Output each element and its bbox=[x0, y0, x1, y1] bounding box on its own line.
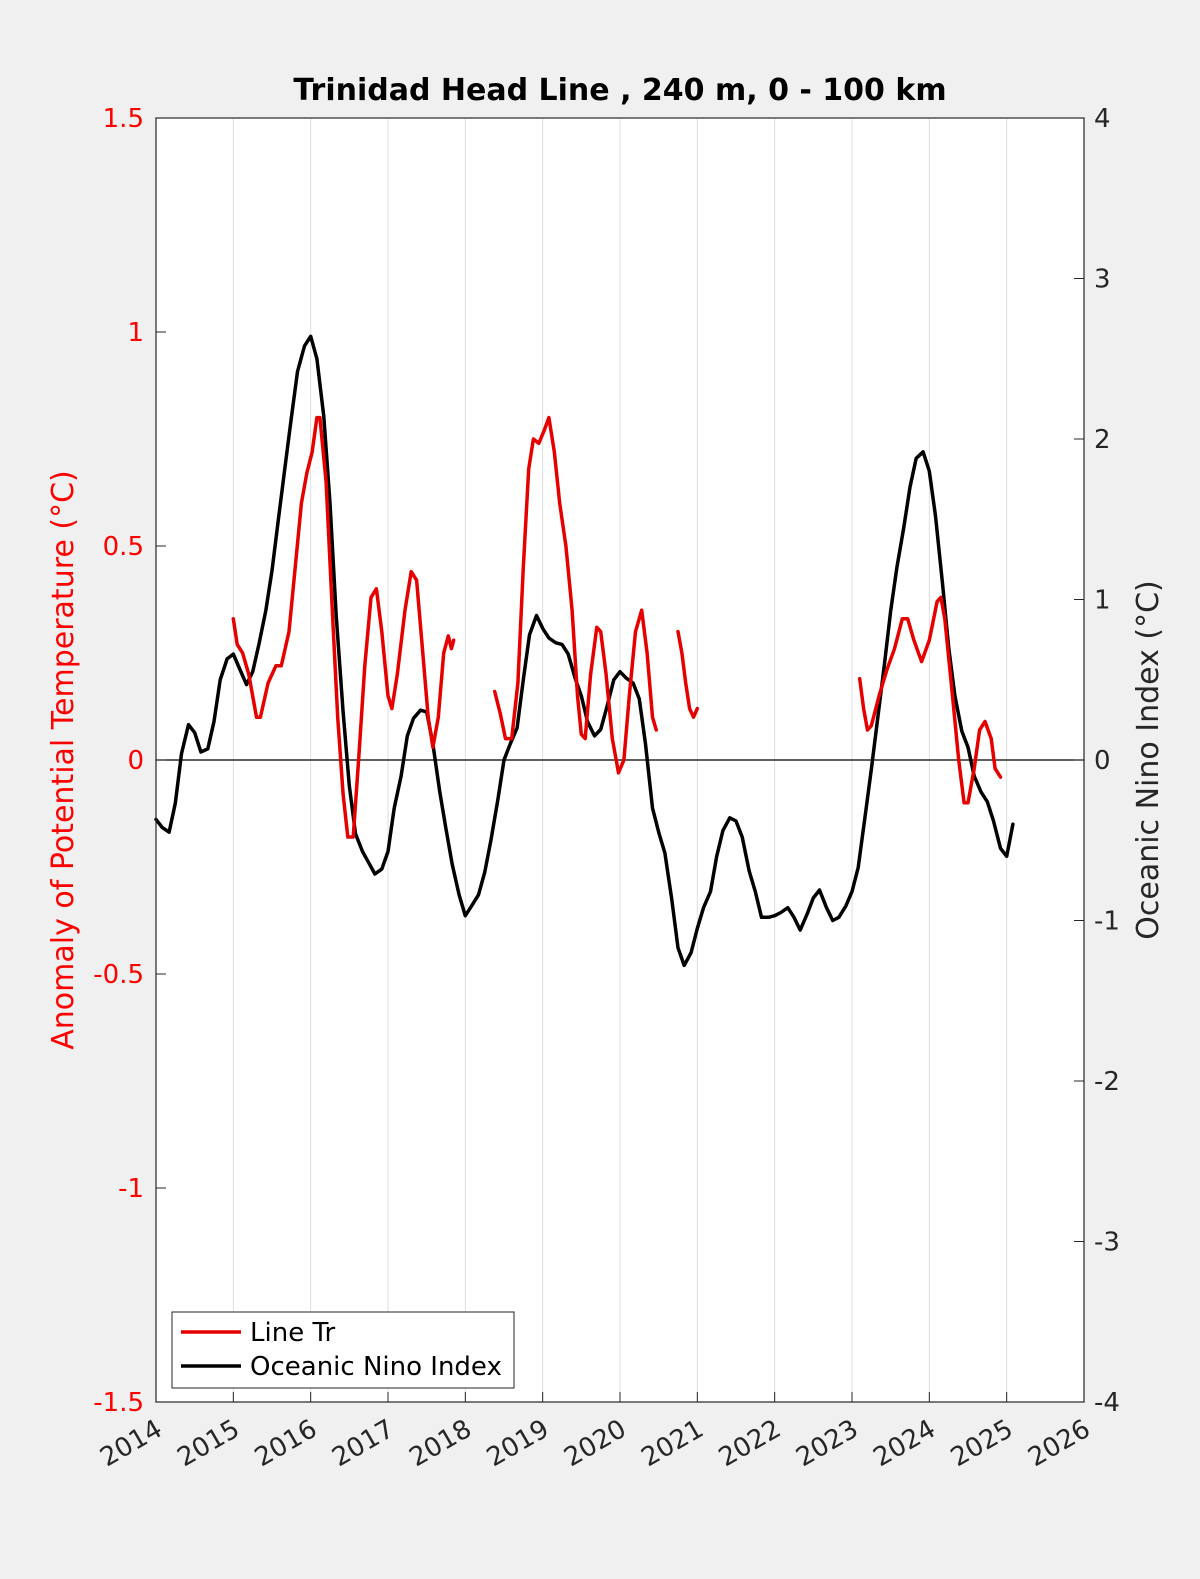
x-tick-label: 2020 bbox=[559, 1414, 631, 1473]
x-tick-label: 2018 bbox=[405, 1414, 477, 1473]
x-tick-label: 2015 bbox=[173, 1414, 245, 1473]
legend: Line Tr Oceanic Nino Index bbox=[171, 1311, 515, 1389]
y-right-tick-label: -3 bbox=[1094, 1228, 1120, 1258]
series-layer bbox=[154, 334, 1015, 968]
x-tick-label: 2023 bbox=[791, 1414, 863, 1473]
y-left-tick-label: 0 bbox=[127, 746, 144, 776]
legend-label-oni: Oceanic Nino Index bbox=[250, 1352, 502, 1382]
y-left-tick-label: 1.5 bbox=[103, 104, 144, 134]
y-left-tick-label: -1.5 bbox=[93, 1388, 144, 1418]
x-tick-label: 2017 bbox=[327, 1414, 399, 1473]
y-right-tick-label: 1 bbox=[1094, 586, 1111, 616]
y-right-tick-label: 3 bbox=[1094, 265, 1111, 295]
y-right-tick-label: -4 bbox=[1094, 1388, 1120, 1418]
x-tick-label: 2022 bbox=[714, 1414, 786, 1473]
series-line-tr-segment-2 bbox=[676, 629, 700, 719]
y-right-tick-label: 4 bbox=[1094, 104, 1111, 134]
legend-box bbox=[171, 1311, 515, 1389]
series-line-tr-segment-1 bbox=[492, 415, 659, 775]
y-left-tick-label: 1 bbox=[127, 318, 144, 348]
y-axis-label-left: Anomaly of Potential Temperature (°C) bbox=[46, 470, 81, 1049]
y-right-tick-label: 2 bbox=[1094, 425, 1111, 455]
x-tick-label: 2019 bbox=[482, 1414, 554, 1473]
series-line-tr-segment-3 bbox=[857, 595, 1003, 805]
y-right-tick-label: -1 bbox=[1094, 907, 1120, 937]
x-tick-label: 2025 bbox=[946, 1414, 1018, 1473]
y-right-tick-label: -2 bbox=[1094, 1067, 1120, 1097]
y-axis-label-right: Oceanic Nino Index (°C) bbox=[1131, 580, 1166, 940]
x-tick-label: 2021 bbox=[637, 1414, 709, 1473]
x-tick-label: 2014 bbox=[95, 1414, 167, 1473]
x-tick-label: 2016 bbox=[250, 1414, 322, 1473]
chart-title: Trinidad Head Line , 240 m, 0 - 100 km bbox=[293, 73, 946, 108]
series-line-tr-segment-0 bbox=[231, 415, 456, 839]
y-left-tick-label: 0.5 bbox=[103, 532, 144, 562]
legend-label-line-tr: Line Tr bbox=[250, 1318, 336, 1348]
y-right-tick-label: 0 bbox=[1094, 746, 1111, 776]
x-tick-label: 2026 bbox=[1023, 1414, 1095, 1473]
x-tick-label: 2024 bbox=[869, 1414, 941, 1473]
y-left-tick-label: -1 bbox=[118, 1174, 144, 1204]
y-left-tick-label: -0.5 bbox=[93, 960, 144, 990]
series-oceanic-nino-index-segment-0 bbox=[154, 334, 1015, 968]
